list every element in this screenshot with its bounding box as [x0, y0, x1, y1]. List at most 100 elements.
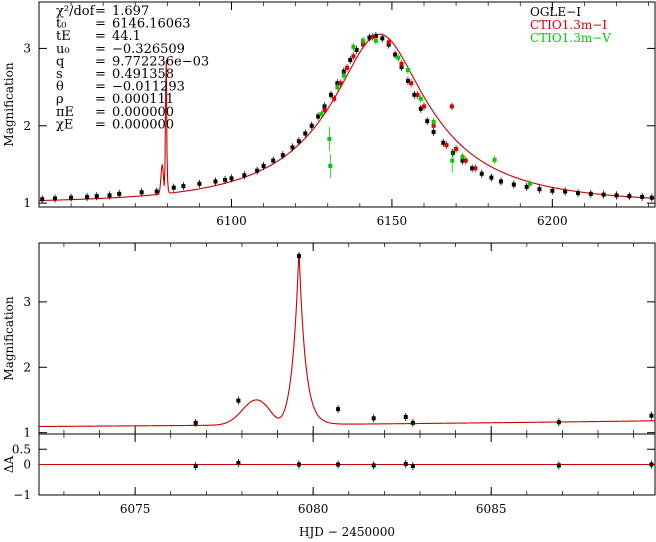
- data-point-0-1-9: [409, 79, 414, 88]
- data-point-0-0-12: [213, 177, 218, 186]
- data-point-2-0-0: [193, 462, 198, 471]
- data-point-0-0-39: [412, 90, 417, 99]
- data-point-0-2-6: [361, 36, 366, 45]
- data-point-0-0-23: [309, 121, 314, 130]
- param-eq: =: [95, 4, 106, 19]
- data-point-0-2-8: [396, 53, 401, 62]
- data-point-0-1-3: [345, 63, 349, 72]
- x-tick-label: 6200: [537, 214, 568, 228]
- param-name: u₀: [56, 42, 70, 57]
- data-point-2-0-3: [336, 460, 341, 469]
- data-point-0-0-14: [229, 174, 234, 183]
- data-point-0-0-10: [181, 182, 186, 191]
- data-point-0-1-4: [351, 52, 356, 61]
- data-point-0-1-1: [332, 94, 337, 103]
- param-eq: =: [95, 42, 106, 57]
- data-point-0-2-15: [527, 179, 532, 188]
- data-point-2-0-5: [403, 459, 408, 468]
- y-tick-label: 1: [23, 426, 31, 440]
- param-name: ρ: [56, 92, 64, 107]
- data-point-0-2-9: [405, 66, 410, 75]
- panel-frame-1: [38, 242, 656, 435]
- data-point-0-0-18: [271, 156, 276, 165]
- data-point-0-2-2: [328, 154, 333, 178]
- param-eq: =: [95, 29, 106, 44]
- data-point-0-0-6: [117, 189, 122, 198]
- data-point-0-0-0: [40, 195, 45, 204]
- data-point-0-0-60: [640, 192, 645, 201]
- data-point-0-0-55: [576, 189, 580, 198]
- data-point-1-0-0: [193, 418, 198, 427]
- y-tick-label: 1: [23, 196, 31, 210]
- data-point-0-1-8: [399, 59, 404, 68]
- data-point-2-0-6: [410, 462, 415, 471]
- data-point-0-1-2: [338, 79, 343, 88]
- data-point-0-0-49: [499, 177, 503, 186]
- param-value: −0.326509: [112, 42, 185, 57]
- data-point-1-0-5: [403, 412, 408, 421]
- data-point-0-0-15: [242, 171, 247, 180]
- data-point-0-0-51: [524, 182, 529, 191]
- y-tick-label: 3: [23, 295, 31, 309]
- legend-entry: OGLE−I: [530, 5, 581, 19]
- data-point-2-0-7: [556, 461, 561, 470]
- data-point-0-2-5: [351, 42, 356, 51]
- legend-entry: CTIO1.3m−I: [530, 18, 607, 32]
- data-point-0-0-44: [450, 148, 455, 157]
- data-point-0-0-50: [511, 180, 516, 189]
- data-point-0-0-30: [354, 45, 359, 54]
- data-point-0-0-54: [563, 187, 568, 196]
- y-tick-label: 0.5: [12, 442, 31, 456]
- data-point-2-0-8: [649, 460, 654, 469]
- param-name: t₀: [56, 17, 66, 32]
- data-point-0-0-46: [470, 164, 475, 173]
- data-point-0-2-7: [373, 36, 378, 45]
- data-point-0-0-1: [53, 194, 58, 203]
- data-point-0-2-10: [418, 94, 423, 103]
- x-tick-label: 6080: [298, 502, 329, 516]
- param-value: 0.000111: [112, 92, 174, 107]
- data-point-0-0-52: [537, 185, 542, 194]
- param-value: 1.697: [112, 4, 149, 19]
- panel-frame-0: [38, 1, 656, 208]
- data-point-0-2-14: [492, 155, 497, 164]
- data-point-0-0-40: [418, 104, 423, 113]
- data-point-0-0-21: [296, 137, 301, 146]
- param-name: s: [56, 67, 63, 82]
- data-point-0-0-24: [316, 112, 321, 121]
- data-point-1-0-4: [371, 414, 376, 423]
- y-tick-label: 3: [23, 41, 31, 55]
- data-point-0-0-29: [348, 56, 353, 65]
- param-name: q: [56, 54, 64, 69]
- data-point-0-0-9: [171, 183, 176, 192]
- legend-entry: CTIO1.3m−V: [530, 31, 611, 45]
- data-point-0-0-59: [627, 192, 632, 201]
- model-curve-zoom: [38, 252, 656, 428]
- data-point-0-1-11: [422, 102, 426, 111]
- param-value: 0.491358: [112, 67, 174, 82]
- y-tick-label: −1: [13, 488, 31, 502]
- data-point-0-0-19: [280, 151, 285, 160]
- y-axis-title: Magnification: [2, 62, 16, 146]
- data-point-0-0-53: [550, 186, 555, 195]
- y-tick-label: 2: [23, 119, 31, 133]
- x-tick-label: 6075: [120, 502, 151, 516]
- data-point-0-2-11: [431, 117, 436, 126]
- data-point-2-0-1: [236, 458, 241, 467]
- data-point-0-0-58: [614, 191, 619, 200]
- param-eq: =: [95, 80, 106, 95]
- data-point-0-0-7: [139, 188, 144, 197]
- param-name: θ: [56, 80, 64, 95]
- data-point-0-0-4: [94, 192, 99, 201]
- data-point-0-0-34: [380, 34, 385, 43]
- data-point-0-0-20: [290, 143, 295, 152]
- data-point-0-0-48: [489, 173, 494, 182]
- param-eq: =: [95, 54, 106, 69]
- data-point-0-0-13: [223, 175, 228, 184]
- param-name: πE: [56, 105, 74, 120]
- param-eq: =: [95, 117, 106, 132]
- data-point-0-1-13: [444, 141, 449, 150]
- data-point-0-0-26: [328, 90, 333, 99]
- x-tick-label: 6150: [377, 214, 408, 228]
